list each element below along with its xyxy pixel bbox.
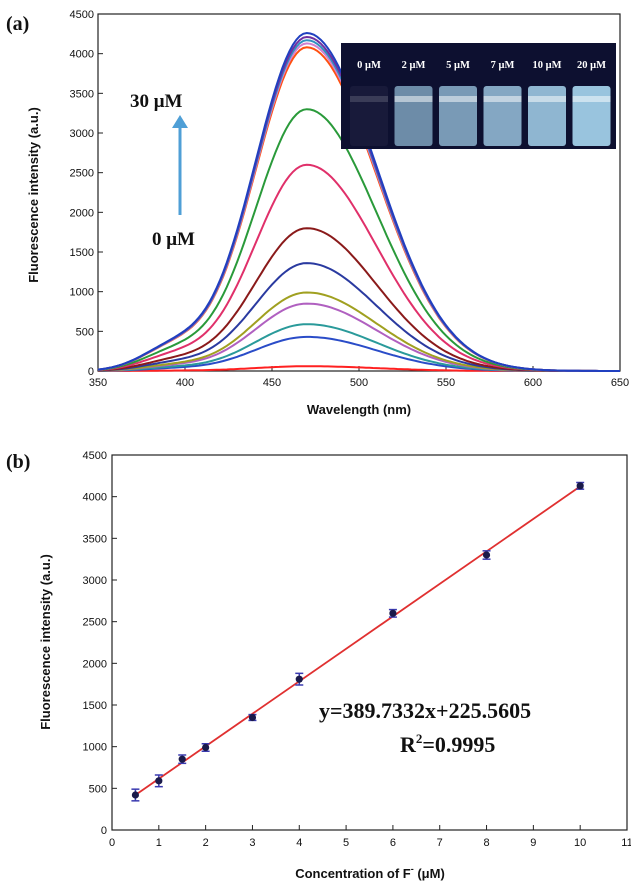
vial-meniscus [394, 96, 433, 102]
x-tick-label: 350 [89, 377, 107, 389]
x-tick-label: 550 [437, 377, 455, 389]
y-tick-label: 3000 [70, 128, 94, 140]
y-tick-label: 0 [101, 825, 107, 837]
vial-photo-inset: 0 μM 2 μM 5 μM 7 μM 10 μM 20 μM [341, 43, 616, 149]
vial-label: 0 μM [357, 60, 381, 71]
x-tick-label: 600 [524, 377, 542, 389]
y-tick-label: 500 [76, 326, 94, 338]
data-point [389, 609, 397, 617]
x-tick-label: 4 [296, 837, 302, 849]
y-tick-label: 4500 [83, 450, 107, 462]
panel-b-x-ticks: 0 1 2 3 4 5 6 7 8 9 10 11 [109, 825, 631, 849]
x-tick-label: 2 [203, 837, 209, 849]
vial-label: 10 μM [533, 60, 562, 71]
vial [350, 86, 388, 146]
y-tick-label: 3500 [70, 88, 94, 100]
data-point [202, 743, 210, 752]
x-tick-label: 450 [263, 377, 281, 389]
vial [528, 86, 566, 146]
x-tick-label: 3 [249, 837, 255, 849]
panel-a-label: (a) [6, 13, 29, 35]
vial [394, 86, 433, 146]
vial-meniscus [439, 96, 477, 102]
y-tick-label: 4500 [70, 9, 94, 21]
vial-label: 7 μM [491, 60, 515, 71]
x-tick-label: 10 [574, 837, 586, 849]
x-tick-label: 5 [343, 837, 349, 849]
panel-a-ylabel: Fluorescence intensity (a.u.) [26, 107, 41, 283]
panel-a-curves [97, 31, 620, 372]
vial-meniscus [350, 96, 388, 102]
x-tick-label: 8 [483, 837, 489, 849]
panel-b-frame [111, 454, 628, 831]
annotation-0uM: 0 μM [152, 229, 195, 250]
concentration-arrow [172, 115, 188, 215]
fit-equation: y=389.7332x+225.5605 [319, 698, 531, 723]
y-tick-label: 2000 [83, 658, 107, 670]
annotation-30uM: 30 μM [130, 91, 183, 112]
spectrum-curve [97, 163, 620, 372]
panel-b-label: (b) [6, 451, 30, 473]
y-tick-label: 1000 [70, 287, 94, 299]
vial-label: 20 μM [577, 60, 606, 71]
y-tick-label: 1500 [83, 700, 107, 712]
y-tick-label: 2000 [70, 207, 94, 219]
spectrum-curve [97, 262, 620, 372]
x-tick-label: 11 [621, 837, 631, 849]
data-point [295, 675, 303, 683]
vial-meniscus [483, 96, 522, 102]
panel-b-ylabel: Fluorescence intensity (a.u.) [38, 554, 53, 730]
panel-a-y-ticks: 0 500 1000 1500 2000 2500 3000 3500 4000 4500 [70, 9, 103, 378]
panel-a-xlabel: Wavelength (nm) [307, 402, 411, 417]
vial-label: 2 μM [402, 60, 426, 71]
y-tick-label: 3500 [83, 533, 107, 545]
data-point [155, 777, 163, 785]
x-tick-label: 6 [390, 837, 396, 849]
y-tick-label: 3000 [83, 575, 107, 587]
data-point [576, 482, 584, 490]
x-tick-label: 7 [437, 837, 443, 849]
y-tick-label: 4000 [83, 492, 107, 504]
vial-label: 5 μM [446, 60, 470, 71]
vial-meniscus [572, 96, 611, 102]
vial [572, 86, 611, 146]
panel-b-points [131, 481, 585, 802]
panel-b-plot: 0 500 1000 1500 2000 2500 3000 3500 4000 4500 0 1 2… [83, 450, 631, 849]
panel-b-fit [134, 485, 581, 796]
panel-a-x-ticks: 350 400 450 500 550 600 650 [89, 366, 629, 389]
fit-line [134, 485, 581, 796]
data-point [131, 791, 140, 799]
y-tick-label: 4000 [70, 49, 94, 61]
y-tick-label: 500 [89, 783, 107, 795]
x-tick-label: 400 [176, 377, 194, 389]
data-point [178, 755, 186, 763]
x-tick-label: 9 [530, 837, 536, 849]
vial [483, 86, 522, 146]
vial-meniscus [528, 96, 566, 102]
vial [439, 86, 477, 146]
panel-b-y-ticks: 0 500 1000 1500 2000 2500 3000 3500 4000 4500 [83, 450, 117, 837]
panel-a-plot: 0 500 1000 1500 2000 2500 3000 3500 4000 4500 350… [70, 9, 630, 389]
x-tick-label: 500 [350, 377, 368, 389]
x-tick-label: 1 [156, 837, 162, 849]
y-tick-label: 2500 [70, 168, 94, 180]
panel-b-xlabel: Concentration of F- (μM) [295, 864, 445, 881]
x-tick-label: 650 [611, 377, 629, 389]
x-tick-label: 0 [109, 837, 115, 849]
y-tick-label: 1000 [83, 742, 107, 754]
y-tick-label: 1500 [70, 247, 94, 259]
r-squared: R2=0.9995 [400, 731, 495, 757]
data-point [248, 713, 257, 722]
y-tick-label: 0 [88, 366, 94, 378]
y-tick-label: 2500 [83, 617, 107, 629]
data-point [482, 551, 491, 559]
